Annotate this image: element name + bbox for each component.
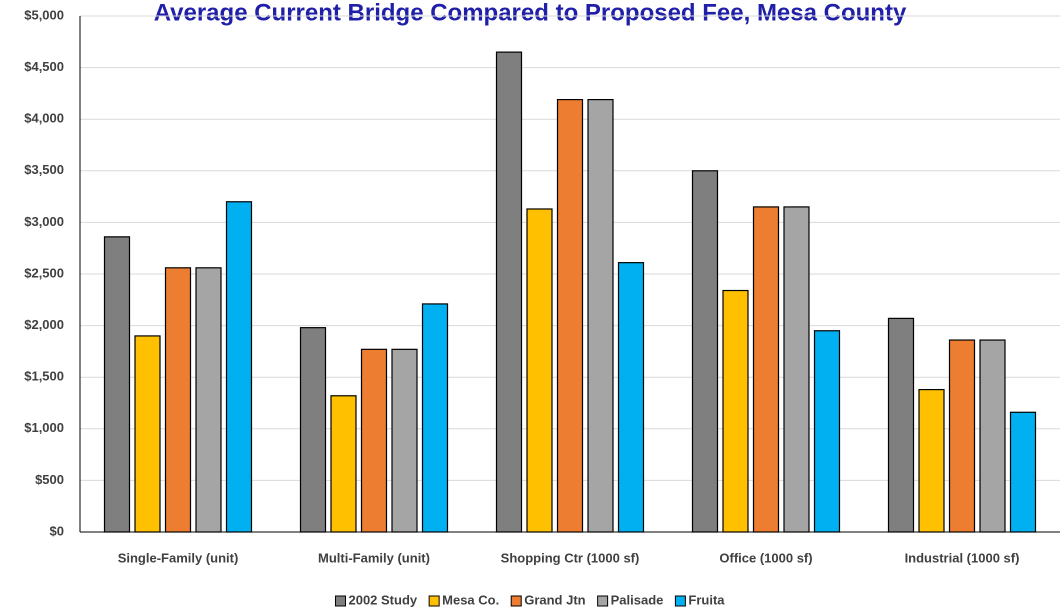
legend-label: Mesa Co. — [442, 592, 499, 607]
x-tick-label: Shopping Ctr (1000 sf) — [501, 550, 640, 565]
y-tick-label: $5,000 — [24, 7, 64, 22]
y-tick-label: $4,000 — [24, 111, 64, 126]
legend-item: Fruita — [674, 592, 725, 607]
legend-label: Palisade — [611, 592, 664, 607]
y-axis-ticks: $0 $500 $1,000 $1,500 $2,000 $2,500 $3,000 $3,5… — [24, 7, 64, 538]
bar-grand-jtn-4 — [948, 339, 976, 533]
y-tick-label: $500 — [35, 472, 64, 487]
bar-grand-jtn-1 — [360, 348, 388, 533]
y-tick-label: $3,500 — [24, 162, 64, 177]
x-tick-label: Office (1000 sf) — [719, 550, 812, 565]
bar-fruita-0 — [225, 201, 253, 533]
x-tick-label: Multi-Family (unit) — [318, 550, 430, 565]
y-tick-label: $4,500 — [24, 59, 64, 74]
legend-swatch — [334, 595, 346, 607]
bar-grand-jtn-3 — [752, 206, 780, 533]
x-tick-label: Industrial (1000 sf) — [905, 550, 1020, 565]
bar-mesa-co--3 — [722, 289, 749, 533]
bar-palisade-1 — [391, 348, 418, 533]
legend-swatch — [428, 595, 440, 607]
legend-item: 2002 Study — [334, 592, 418, 607]
bar-mesa-co--1 — [330, 395, 357, 533]
chart-title: Average Current Bridge Compared to Propo… — [154, 0, 907, 26]
legend-label: 2002 Study — [348, 592, 417, 607]
bar-fruita-3 — [813, 330, 841, 533]
bar-2002-study-3 — [691, 170, 719, 533]
legend-swatch — [597, 595, 609, 607]
legend-item: Mesa Co. — [428, 592, 499, 607]
legend-swatch — [674, 595, 686, 607]
bar-mesa-co--2 — [526, 208, 553, 533]
bar-mesa-co--0 — [134, 335, 161, 533]
y-tick-label: $1,500 — [24, 369, 64, 384]
bar-2002-study-1 — [299, 327, 327, 533]
bar-fruita-1 — [421, 303, 449, 533]
bar-fruita-2 — [617, 262, 645, 533]
bar-grand-jtn-0 — [164, 267, 192, 533]
legend-item: Grand Jtn — [510, 592, 586, 607]
bar-palisade-2 — [587, 98, 614, 533]
bar-mesa-co--4 — [918, 388, 945, 533]
legend-label: Fruita — [688, 592, 725, 607]
bar-fruita-4 — [1009, 411, 1037, 533]
bar-palisade-0 — [195, 267, 222, 533]
x-tick-label: Single-Family (unit) — [118, 550, 239, 565]
bar-grand-jtn-2 — [556, 98, 584, 533]
y-tick-label: $2,500 — [24, 265, 64, 280]
bar-2002-study-2 — [495, 51, 523, 533]
bar-palisade-3 — [783, 206, 810, 533]
legend: 2002 Study Mesa Co. Grand Jtn Palisade Fruit… — [334, 592, 725, 607]
legend-item: Palisade — [597, 592, 664, 607]
legend-swatch — [510, 595, 522, 607]
y-tick-label: $0 — [50, 523, 64, 538]
y-tick-label: $3,000 — [24, 214, 64, 229]
bar-palisade-4 — [979, 339, 1006, 533]
y-tick-label: $1,000 — [24, 420, 64, 435]
y-tick-label: $2,000 — [24, 317, 64, 332]
bar-2002-study-4 — [887, 317, 915, 533]
x-axis-ticks: Single-Family (unit) Multi-Family (unit) S… — [118, 550, 1020, 565]
legend-label: Grand Jtn — [524, 592, 585, 607]
bar-2002-study-0 — [103, 236, 131, 533]
bars — [103, 51, 1037, 533]
